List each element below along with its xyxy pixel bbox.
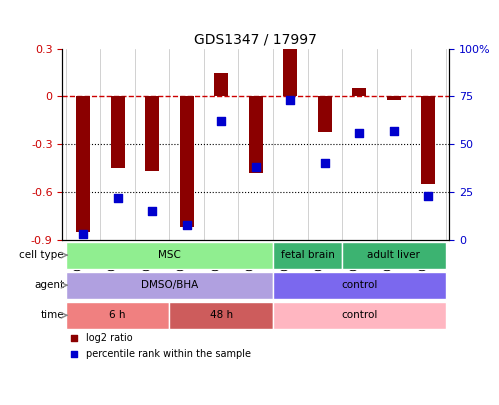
Point <box>183 222 191 228</box>
Bar <box>145 96 159 171</box>
Point <box>390 128 398 134</box>
Bar <box>273 303 446 329</box>
Bar <box>318 96 332 132</box>
Point <box>114 195 122 201</box>
Text: percentile rank within the sample: percentile rank within the sample <box>86 350 250 359</box>
Bar <box>342 242 446 269</box>
Text: 48 h: 48 h <box>210 310 233 320</box>
Text: 6 h: 6 h <box>109 310 126 320</box>
Point <box>355 130 363 136</box>
Point <box>424 193 432 199</box>
Bar <box>422 96 435 184</box>
Bar <box>170 303 273 329</box>
Text: MSC: MSC <box>158 250 181 260</box>
Text: control: control <box>341 310 378 320</box>
Point <box>70 335 78 341</box>
Text: DMSO/BHA: DMSO/BHA <box>141 280 198 290</box>
Point <box>70 351 78 358</box>
Bar <box>76 96 90 232</box>
Bar <box>352 89 366 96</box>
Point <box>148 208 156 215</box>
Bar <box>214 72 228 96</box>
Bar <box>249 96 262 173</box>
Bar <box>180 96 194 227</box>
Bar <box>66 303 170 329</box>
Point <box>79 231 87 238</box>
Bar <box>283 49 297 96</box>
Point <box>286 97 294 104</box>
Bar <box>273 242 342 269</box>
Bar <box>273 272 446 299</box>
Point <box>321 160 329 167</box>
Bar <box>387 96 401 100</box>
Point <box>217 118 225 125</box>
Text: time: time <box>40 310 64 320</box>
Text: cell type: cell type <box>19 250 64 260</box>
Text: agent: agent <box>34 280 64 290</box>
Text: fetal brain: fetal brain <box>280 250 334 260</box>
Text: control: control <box>341 280 378 290</box>
Point <box>251 164 259 171</box>
Bar <box>111 96 125 168</box>
Bar <box>66 272 273 299</box>
Bar <box>66 242 273 269</box>
Text: adult liver: adult liver <box>367 250 420 260</box>
Title: GDS1347 / 17997: GDS1347 / 17997 <box>194 32 317 46</box>
Text: log2 ratio: log2 ratio <box>86 333 132 343</box>
